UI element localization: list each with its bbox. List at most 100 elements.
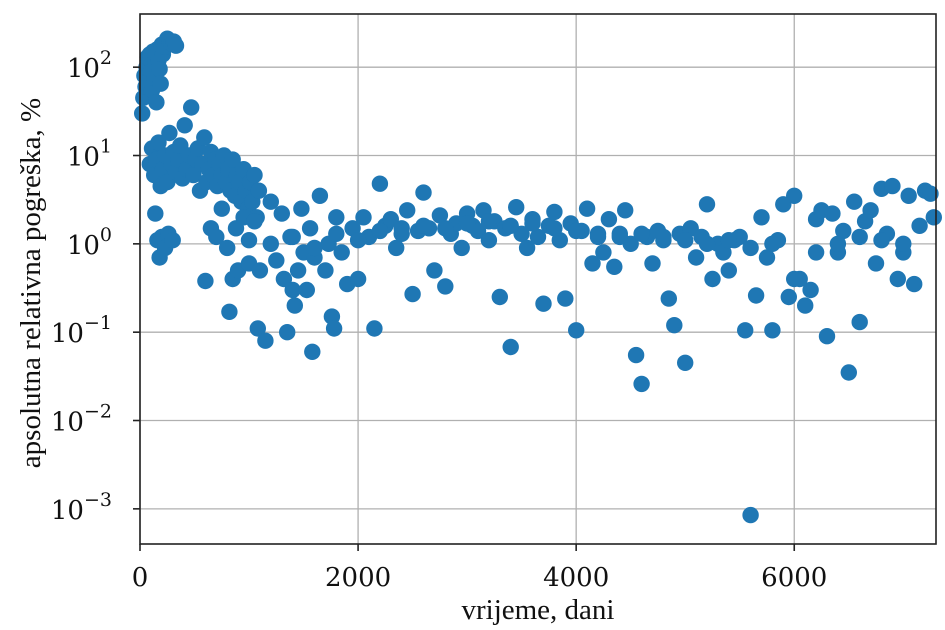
data-point xyxy=(578,200,596,217)
data-point xyxy=(328,225,345,242)
data-point xyxy=(167,37,185,54)
data-point xyxy=(224,151,241,168)
data-point xyxy=(371,175,389,192)
data-point xyxy=(431,207,449,224)
data-point xyxy=(502,338,519,356)
data-point xyxy=(262,235,279,252)
data-point xyxy=(873,232,890,249)
data-point xyxy=(747,287,765,304)
x-tick-labels: 0 2000 4000 6000 xyxy=(132,563,828,593)
data-point xyxy=(633,375,650,393)
data-point xyxy=(557,290,574,307)
data-point xyxy=(666,317,683,334)
data-point xyxy=(835,222,852,240)
data-point xyxy=(355,209,372,226)
data-point xyxy=(404,285,421,303)
data-point xyxy=(600,211,618,228)
data-point xyxy=(900,187,917,204)
data-point xyxy=(147,205,164,222)
data-point xyxy=(293,200,310,217)
data-point xyxy=(546,220,563,237)
data-point xyxy=(161,124,178,142)
data-point xyxy=(250,182,268,199)
data-point xyxy=(922,185,939,202)
data-point xyxy=(546,203,563,221)
data-point xyxy=(633,225,650,242)
data-point xyxy=(742,239,759,257)
data-point xyxy=(704,270,721,288)
data-point xyxy=(568,222,585,240)
axis-ticks xyxy=(133,66,796,551)
data-point xyxy=(273,205,290,222)
data-point xyxy=(148,94,165,111)
data-point xyxy=(480,232,498,249)
x-tick-label: 6000 xyxy=(761,563,827,593)
data-point xyxy=(595,244,612,261)
y-tick-label: 100 xyxy=(67,224,112,261)
data-point xyxy=(480,213,498,230)
data-point xyxy=(851,228,868,246)
data-point xyxy=(589,225,607,242)
x-tick-label: 0 xyxy=(132,563,149,593)
data-point xyxy=(279,324,296,341)
data-point xyxy=(807,244,825,261)
data-point xyxy=(150,134,167,151)
y-tick-label: 101 xyxy=(67,136,112,173)
data-point xyxy=(660,290,677,307)
data-point xyxy=(151,60,168,78)
data-point xyxy=(284,228,301,246)
data-point xyxy=(677,354,694,371)
data-point xyxy=(221,303,238,320)
data-point xyxy=(399,202,416,219)
data-point xyxy=(524,215,541,232)
data-point xyxy=(371,222,389,240)
data-point xyxy=(301,220,319,237)
data-point xyxy=(304,343,321,360)
data-point xyxy=(925,209,942,226)
data-point xyxy=(764,235,781,252)
data-point xyxy=(758,249,776,266)
data-point xyxy=(298,281,315,299)
data-point xyxy=(737,322,754,339)
data-point xyxy=(208,228,225,246)
data-point xyxy=(786,187,803,204)
data-point xyxy=(134,105,151,122)
data-point xyxy=(584,255,601,272)
data-point xyxy=(655,228,672,246)
data-point xyxy=(780,288,797,306)
data-point xyxy=(687,249,705,266)
data-point xyxy=(185,166,202,184)
data-point xyxy=(426,262,443,279)
data-point xyxy=(753,209,770,226)
data-point xyxy=(742,506,759,524)
data-point xyxy=(196,129,213,146)
data-point xyxy=(176,117,193,134)
data-point xyxy=(818,328,836,345)
y-tick-label: 102 xyxy=(67,47,112,84)
data-point xyxy=(393,220,410,237)
data-point xyxy=(286,297,303,314)
plot-frame xyxy=(139,13,937,545)
data-point xyxy=(213,200,230,217)
data-point xyxy=(328,209,345,226)
data-point xyxy=(306,239,323,257)
data-point xyxy=(802,281,819,299)
y-tick-label: 10−2 xyxy=(51,401,112,438)
data-point xyxy=(518,239,536,257)
y-tick-label: 10−3 xyxy=(51,489,112,526)
data-point xyxy=(644,255,661,272)
data-point xyxy=(535,295,552,312)
data-point xyxy=(884,177,901,195)
data-point xyxy=(152,75,169,92)
y-tick-labels: 10−3 10−2 10−1 100 101 102 xyxy=(51,47,112,526)
data-point xyxy=(698,235,716,252)
data-point xyxy=(164,232,181,249)
data-point xyxy=(786,270,803,288)
data-point xyxy=(249,320,266,337)
data-point xyxy=(262,193,279,210)
data-point xyxy=(611,228,628,246)
data-point xyxy=(906,275,923,293)
data-point xyxy=(251,262,269,279)
